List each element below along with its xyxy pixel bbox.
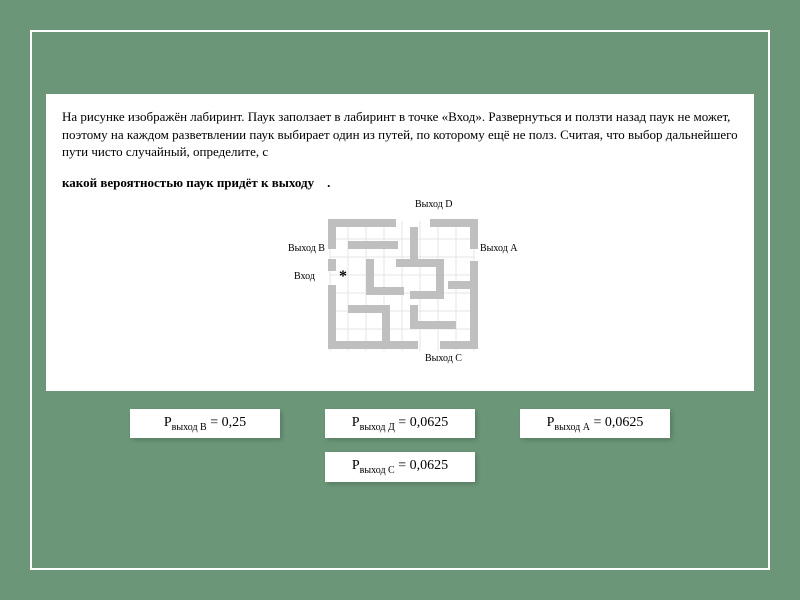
ans-a-val: 0,0625 (605, 415, 644, 430)
problem-prompt: какой вероятностью паук придёт к выходу … (62, 175, 738, 191)
maze-wrap: Выход D Выход B Выход A Вход Выход C * (62, 201, 738, 371)
ans-b-sub: выход В (172, 421, 207, 432)
problem-text: На рисунке изображён лабиринт. Паук запо… (62, 108, 738, 161)
answers-row-1: Pвыход В = 0,25 Pвыход Д = 0,0625 Pвыход… (130, 409, 670, 439)
ans-b-sym: P (164, 415, 172, 430)
answers-block: Pвыход В = 0,25 Pвыход Д = 0,0625 Pвыход… (46, 409, 754, 483)
ans-a-sub: выход А (554, 421, 590, 432)
slide-inner: На рисунке изображён лабиринт. Паук запо… (30, 30, 770, 570)
ans-c-sub: выход С (360, 465, 395, 476)
answer-b: Pвыход В = 0,25 (130, 409, 280, 439)
label-exit-a: Выход A (480, 243, 518, 254)
answer-a: Pвыход А = 0,0625 (520, 409, 670, 439)
maze-svg (270, 201, 530, 371)
ans-d-sub: выход Д (360, 421, 395, 432)
answer-d: Pвыход Д = 0,0625 (325, 409, 475, 439)
ans-c-val: 0,0625 (410, 458, 449, 473)
ans-d-val: 0,0625 (410, 415, 449, 430)
ans-b-val: 0,25 (222, 415, 247, 430)
content-box: На рисунке изображён лабиринт. Паук запо… (46, 94, 754, 391)
ans-d-sym: P (352, 415, 360, 430)
answer-c: Pвыход С = 0,0625 (325, 452, 475, 482)
label-exit-c: Выход C (425, 353, 462, 364)
prompt-label: какой вероятностью паук придёт к выходу (62, 175, 314, 190)
label-exit-d: Выход D (415, 199, 453, 210)
answers-row-2: Pвыход С = 0,0625 (325, 452, 475, 482)
label-enter: Вход (294, 271, 315, 282)
label-exit-b: Выход B (288, 243, 325, 254)
ans-c-sym: P (352, 458, 360, 473)
spider-marker: * (339, 268, 347, 286)
maze-diagram: Выход D Выход B Выход A Вход Выход C * (270, 201, 530, 371)
